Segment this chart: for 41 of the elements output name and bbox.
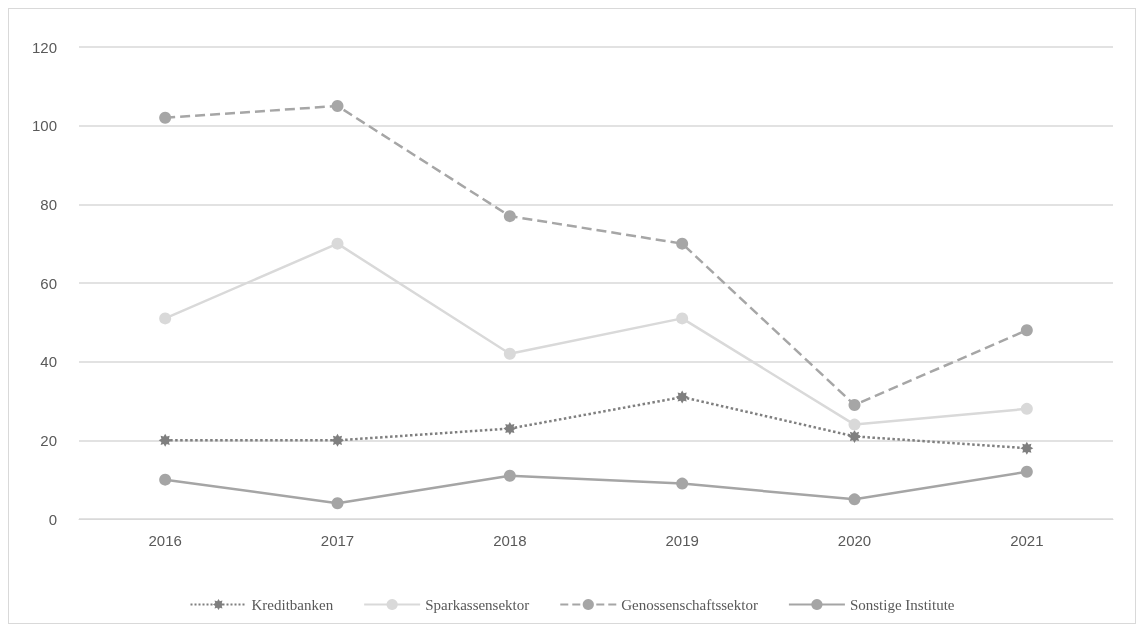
y-tick-label: 0: [48, 510, 57, 528]
x-tick-label: 2018: [493, 532, 527, 549]
y-tick-label: 100: [31, 117, 57, 135]
point: [1020, 324, 1033, 337]
point: [503, 469, 516, 482]
point: [676, 477, 689, 490]
x-tick-label: 2021: [1010, 532, 1044, 549]
point: [503, 210, 516, 223]
point: [331, 100, 344, 112]
legend-label: Genossenschaftssektor: [621, 596, 758, 613]
y-tick-label: 20: [40, 431, 57, 449]
x-tick-label: 2017: [320, 532, 355, 549]
point: [503, 347, 516, 360]
point: [158, 433, 172, 447]
y-tick-label: 40: [40, 353, 57, 371]
point: [503, 422, 517, 436]
point: [331, 497, 344, 510]
x-tick-label: 2019: [665, 532, 699, 549]
point: [848, 398, 861, 411]
point: [159, 312, 172, 325]
point: [676, 237, 689, 250]
x-tick-label: 2020: [837, 532, 872, 549]
point: [848, 429, 861, 443]
point: [159, 111, 172, 124]
legend-label: Sparkassensektor: [425, 596, 530, 613]
y-tick-label: 80: [40, 195, 57, 213]
point: [676, 312, 689, 325]
point: [331, 237, 344, 250]
point: [1020, 465, 1033, 478]
point: [848, 493, 861, 506]
point: [675, 390, 689, 404]
x-tick-label: 2016: [148, 532, 182, 549]
point: [1020, 441, 1034, 455]
point: [1020, 402, 1033, 415]
point: [848, 418, 861, 431]
legend-label: Sonstige Institute: [849, 596, 955, 613]
point: [331, 433, 344, 447]
y-tick-label: 120: [31, 38, 57, 56]
y-tick-label: 60: [40, 274, 57, 292]
point: [159, 473, 172, 486]
legend-label: Kreditbanken: [251, 596, 334, 613]
